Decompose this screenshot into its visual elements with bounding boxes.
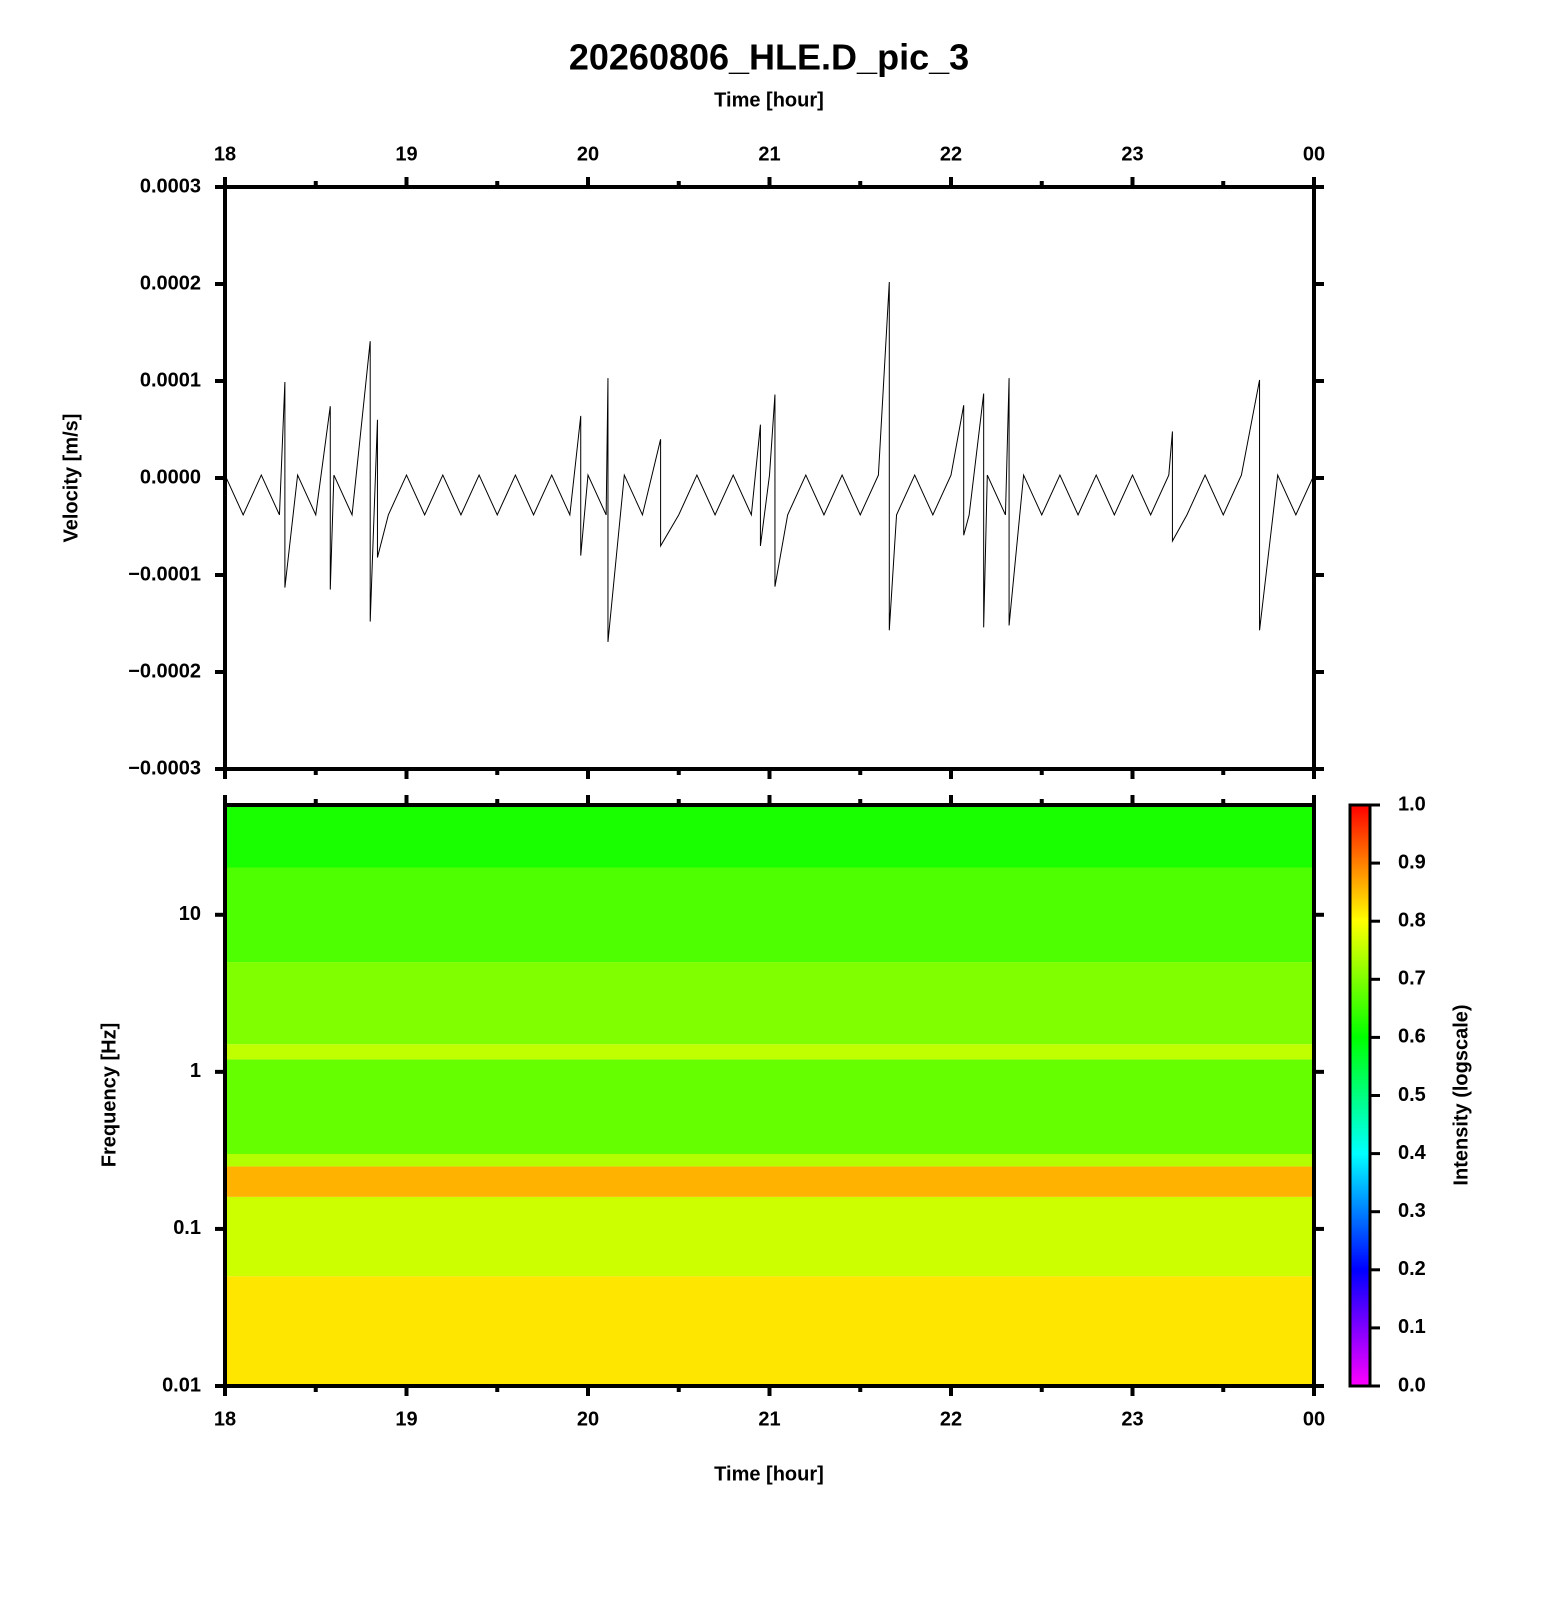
y-axis-title: Velocity [m/s] (60, 414, 82, 543)
colorbar-tick-label: 0.7 (1398, 968, 1426, 990)
y-tick-label: 0.0000 (140, 466, 201, 488)
y-tick-label: 1 (190, 1060, 201, 1082)
heatmap-cell (225, 1276, 1314, 1386)
x-tick-label: 21 (758, 1408, 780, 1430)
y-tick-label: 0.1 (173, 1217, 201, 1239)
colorbar-tick-label: 0.8 (1398, 909, 1426, 931)
chart-title: 20260806_HLE.D_pic_3 (569, 37, 969, 78)
colorbar-tick-label: 0.1 (1398, 1316, 1426, 1338)
y-tick-label: 10 (179, 903, 201, 925)
x-tick-label: 18 (214, 143, 236, 165)
heatmap-cell (225, 1166, 1314, 1197)
colorbar-tick-label: 0.0 (1398, 1374, 1426, 1396)
y-tick-label: −0.0001 (128, 563, 201, 585)
heatmap-cell (225, 1059, 1314, 1154)
y-tick-label: 0.0002 (140, 272, 201, 294)
y-tick-label: 0.0001 (140, 369, 201, 391)
x-tick-label: 22 (940, 143, 962, 165)
y-tick-label: −0.0003 (128, 757, 201, 779)
colorbar-title: Intensity (logscale) (1450, 1004, 1472, 1185)
y-tick-label: −0.0002 (128, 660, 201, 682)
y-tick-label: 0.0003 (140, 175, 201, 197)
waveform (224, 282, 1315, 642)
x-tick-label: 20 (577, 1408, 599, 1430)
heatmap-cell (225, 962, 1314, 1045)
colorbar-tick-label: 1.0 (1398, 793, 1426, 815)
y-tick-label: 0.01 (162, 1374, 201, 1396)
x-tick-label: 00 (1303, 1408, 1325, 1430)
colorbar-tick-label: 0.4 (1398, 1142, 1427, 1164)
x-tick-label: 21 (758, 143, 780, 165)
heatmap-cell (225, 1153, 1314, 1167)
colorbar-tick-label: 0.5 (1398, 1084, 1426, 1106)
heatmap-cell (225, 1044, 1314, 1060)
x-tick-label: 18 (214, 1408, 236, 1430)
colorbar-tick-label: 0.2 (1398, 1258, 1426, 1280)
colorbar (1348, 803, 1372, 1388)
x-tick-label: 19 (395, 1408, 417, 1430)
x-tick-label: 19 (395, 143, 417, 165)
y-axis-title: Frequency [Hz] (98, 1023, 120, 1167)
x-tick-label: 23 (1121, 1408, 1143, 1430)
colorbar-tick-label: 0.6 (1398, 1026, 1426, 1048)
heatmap-cell (225, 1196, 1314, 1277)
x-tick-label: 20 (577, 143, 599, 165)
x-axis-title: Time [hour] (714, 1463, 824, 1485)
colorbar-tick-label: 0.9 (1398, 851, 1426, 873)
x-tick-label: 22 (940, 1408, 962, 1430)
colorbar-tick-label: 0.3 (1398, 1200, 1426, 1222)
heatmap-cell (225, 867, 1314, 963)
x-tick-label: 23 (1121, 143, 1143, 165)
x-axis-title: Time [hour] (714, 89, 824, 111)
heatmap-cell (225, 805, 1314, 868)
x-tick-label: 00 (1303, 143, 1325, 165)
